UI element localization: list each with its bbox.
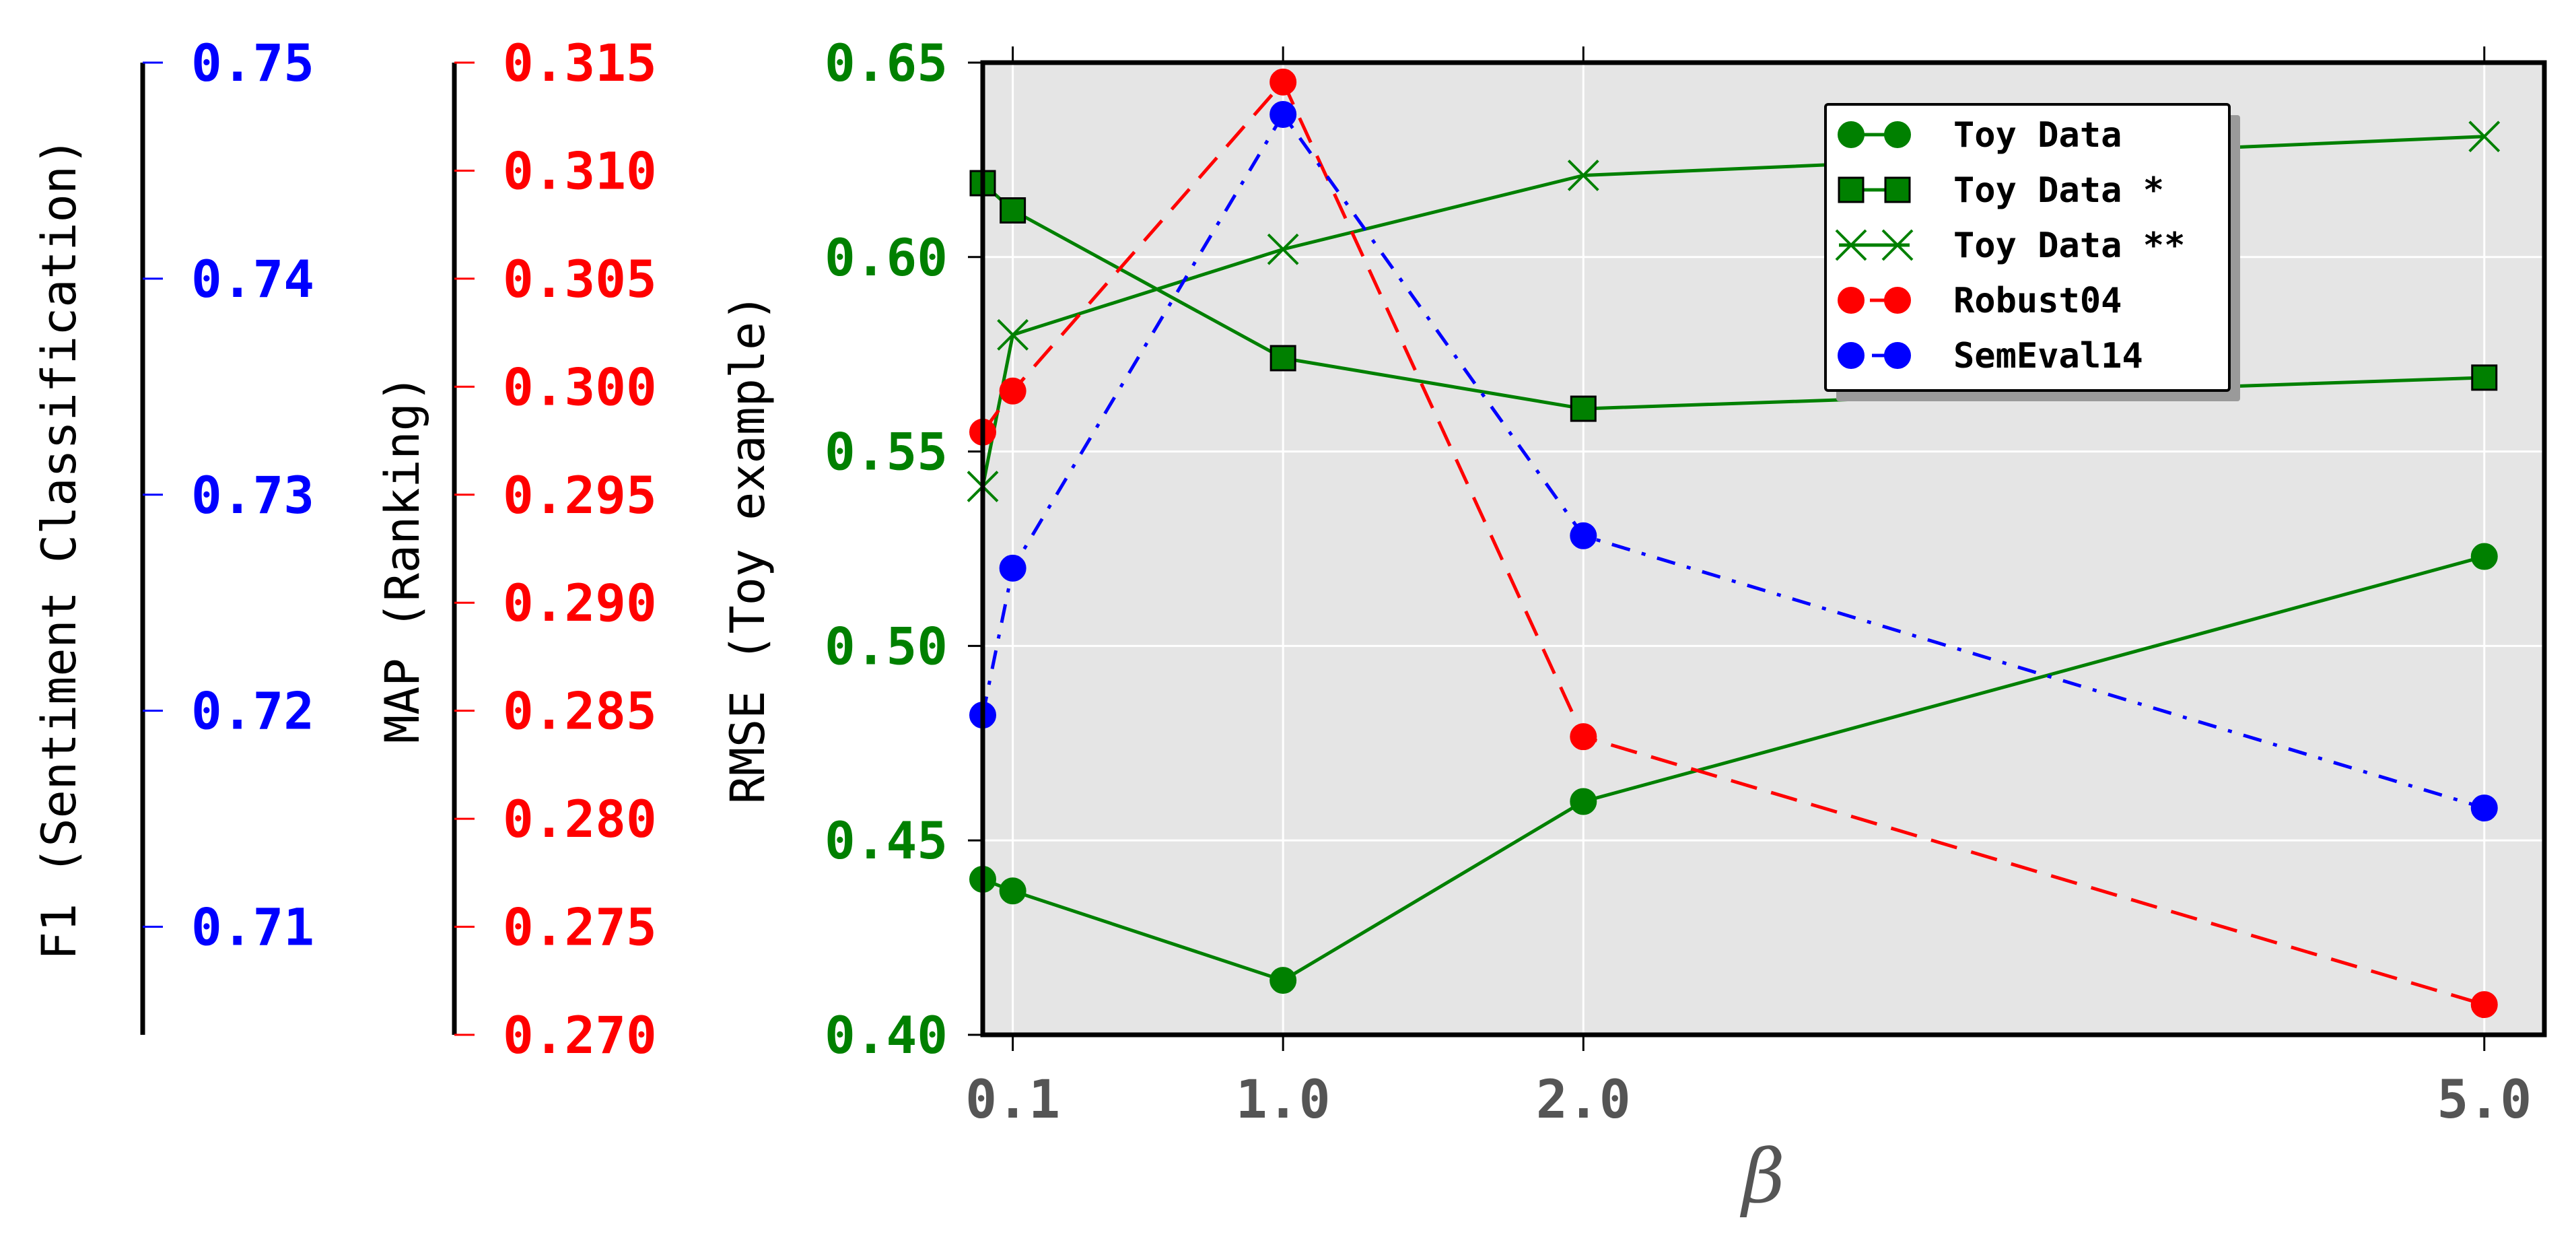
map-tick-label: 0.280 [503,789,657,849]
data-point-0-3 [1570,788,1597,815]
legend-label: Toy Data * [1953,170,2164,211]
rmse-tick-label: 0.45 [825,811,948,871]
axes-layer: 0.1 1.0 2.0 5.0 β 0.40 0.45 0.50 0.55 0.60 0.65 RMS… [32,33,2532,1219]
data-point-2-3 [1567,160,1599,191]
map-tick-label: 0.315 [503,33,657,93]
legend-label: Toy Data ** [1953,226,2185,266]
legend-label: Toy Data [1953,115,2122,156]
data-point-1-3 [1570,395,1597,422]
map-tick-label: 0.300 [503,357,657,417]
data-point-1-4 [2471,364,2498,391]
map-tick-label: 0.275 [503,897,657,957]
f1-tick-label: 0.74 [191,249,314,309]
map-tick-label: 0.305 [503,249,657,309]
data-point-3-1 [999,377,1026,405]
legend-box [1824,103,2231,392]
rmse-tick-label: 0.40 [825,1005,948,1065]
data-point-4-3 [1570,522,1597,549]
legend-marker [1884,121,1911,148]
legend: Toy Data Toy Data * Toy Data ** Robust04 Sem… [1824,103,2240,401]
f1-axis-label: F1 (Sentiment Classification) [32,137,87,960]
map-tick-label: 0.295 [503,465,657,525]
data-point-0-2 [1269,967,1297,994]
rmse-axis-label: RMSE (Toy example) [720,294,775,805]
f1-tick-label: 0.71 [191,897,314,957]
data-point-4-4 [2470,794,2498,822]
legend-marker [1838,121,1865,148]
plot-border [980,60,2547,1038]
data-point-4-2 [1269,101,1297,129]
legend-marker [1838,342,1865,369]
data-point-3-4 [2470,991,2498,1019]
data-point-1-2 [1269,345,1296,372]
map-tick-label: 0.285 [503,681,657,741]
legend-marker [1884,287,1911,314]
map-tick-label: 0.290 [503,573,657,633]
legend-marker [1881,229,1914,261]
rmse-tick-label: 0.60 [825,228,948,287]
legend-item: Toy Data * [1838,170,2164,211]
data-point-3-2 [1269,68,1297,96]
legend-marker [1884,176,1911,203]
map-axis-label: MAP (Ranking) [375,374,430,743]
rmse-tick-label: 0.55 [825,422,948,482]
legend-item: Toy Data [1838,115,2122,156]
legend-marker [1838,287,1865,314]
x-tick-label: 1.0 [1236,1070,1331,1130]
f1-tick-label: 0.72 [191,681,314,741]
legend-label: Robust04 [1953,281,2122,321]
legend-item: Robust04 [1838,281,2122,321]
data-point-2-4 [2468,121,2501,153]
legend-label: SemEval14 [1953,336,2143,376]
plot-frame [980,60,2547,1038]
f1-tick-label: 0.73 [191,465,314,525]
plot-background [983,63,2544,1035]
legend-item: SemEval14 [1838,336,2143,376]
f1-tick-label: 0.75 [191,33,314,93]
data-point-2-1 [997,318,1029,351]
data-point-0-4 [2470,543,2498,570]
legend-marker [1884,342,1911,369]
x-tick-label: 0.1 [965,1070,1060,1130]
map-tick-label: 0.310 [503,141,657,201]
data-point-0-1 [999,877,1026,905]
x-tick-label: 5.0 [2437,1070,2532,1130]
data-point-1-1 [1000,197,1026,224]
rmse-tick-label: 0.50 [825,616,948,676]
map-tick-label: 0.270 [503,1005,657,1065]
data-point-4-1 [999,554,1026,582]
data-point-3-3 [1570,723,1597,751]
data-point-2-2 [1267,233,1299,265]
rmse-tick-label: 0.65 [825,33,948,93]
x-tick-label: 2.0 [1536,1070,1631,1130]
legend-marker [1835,229,1867,261]
x-axis-label: β [1739,1133,1785,1219]
legend-marker [1838,176,1865,203]
legend-item: Toy Data ** [1835,226,2185,266]
grid [983,61,2544,1036]
